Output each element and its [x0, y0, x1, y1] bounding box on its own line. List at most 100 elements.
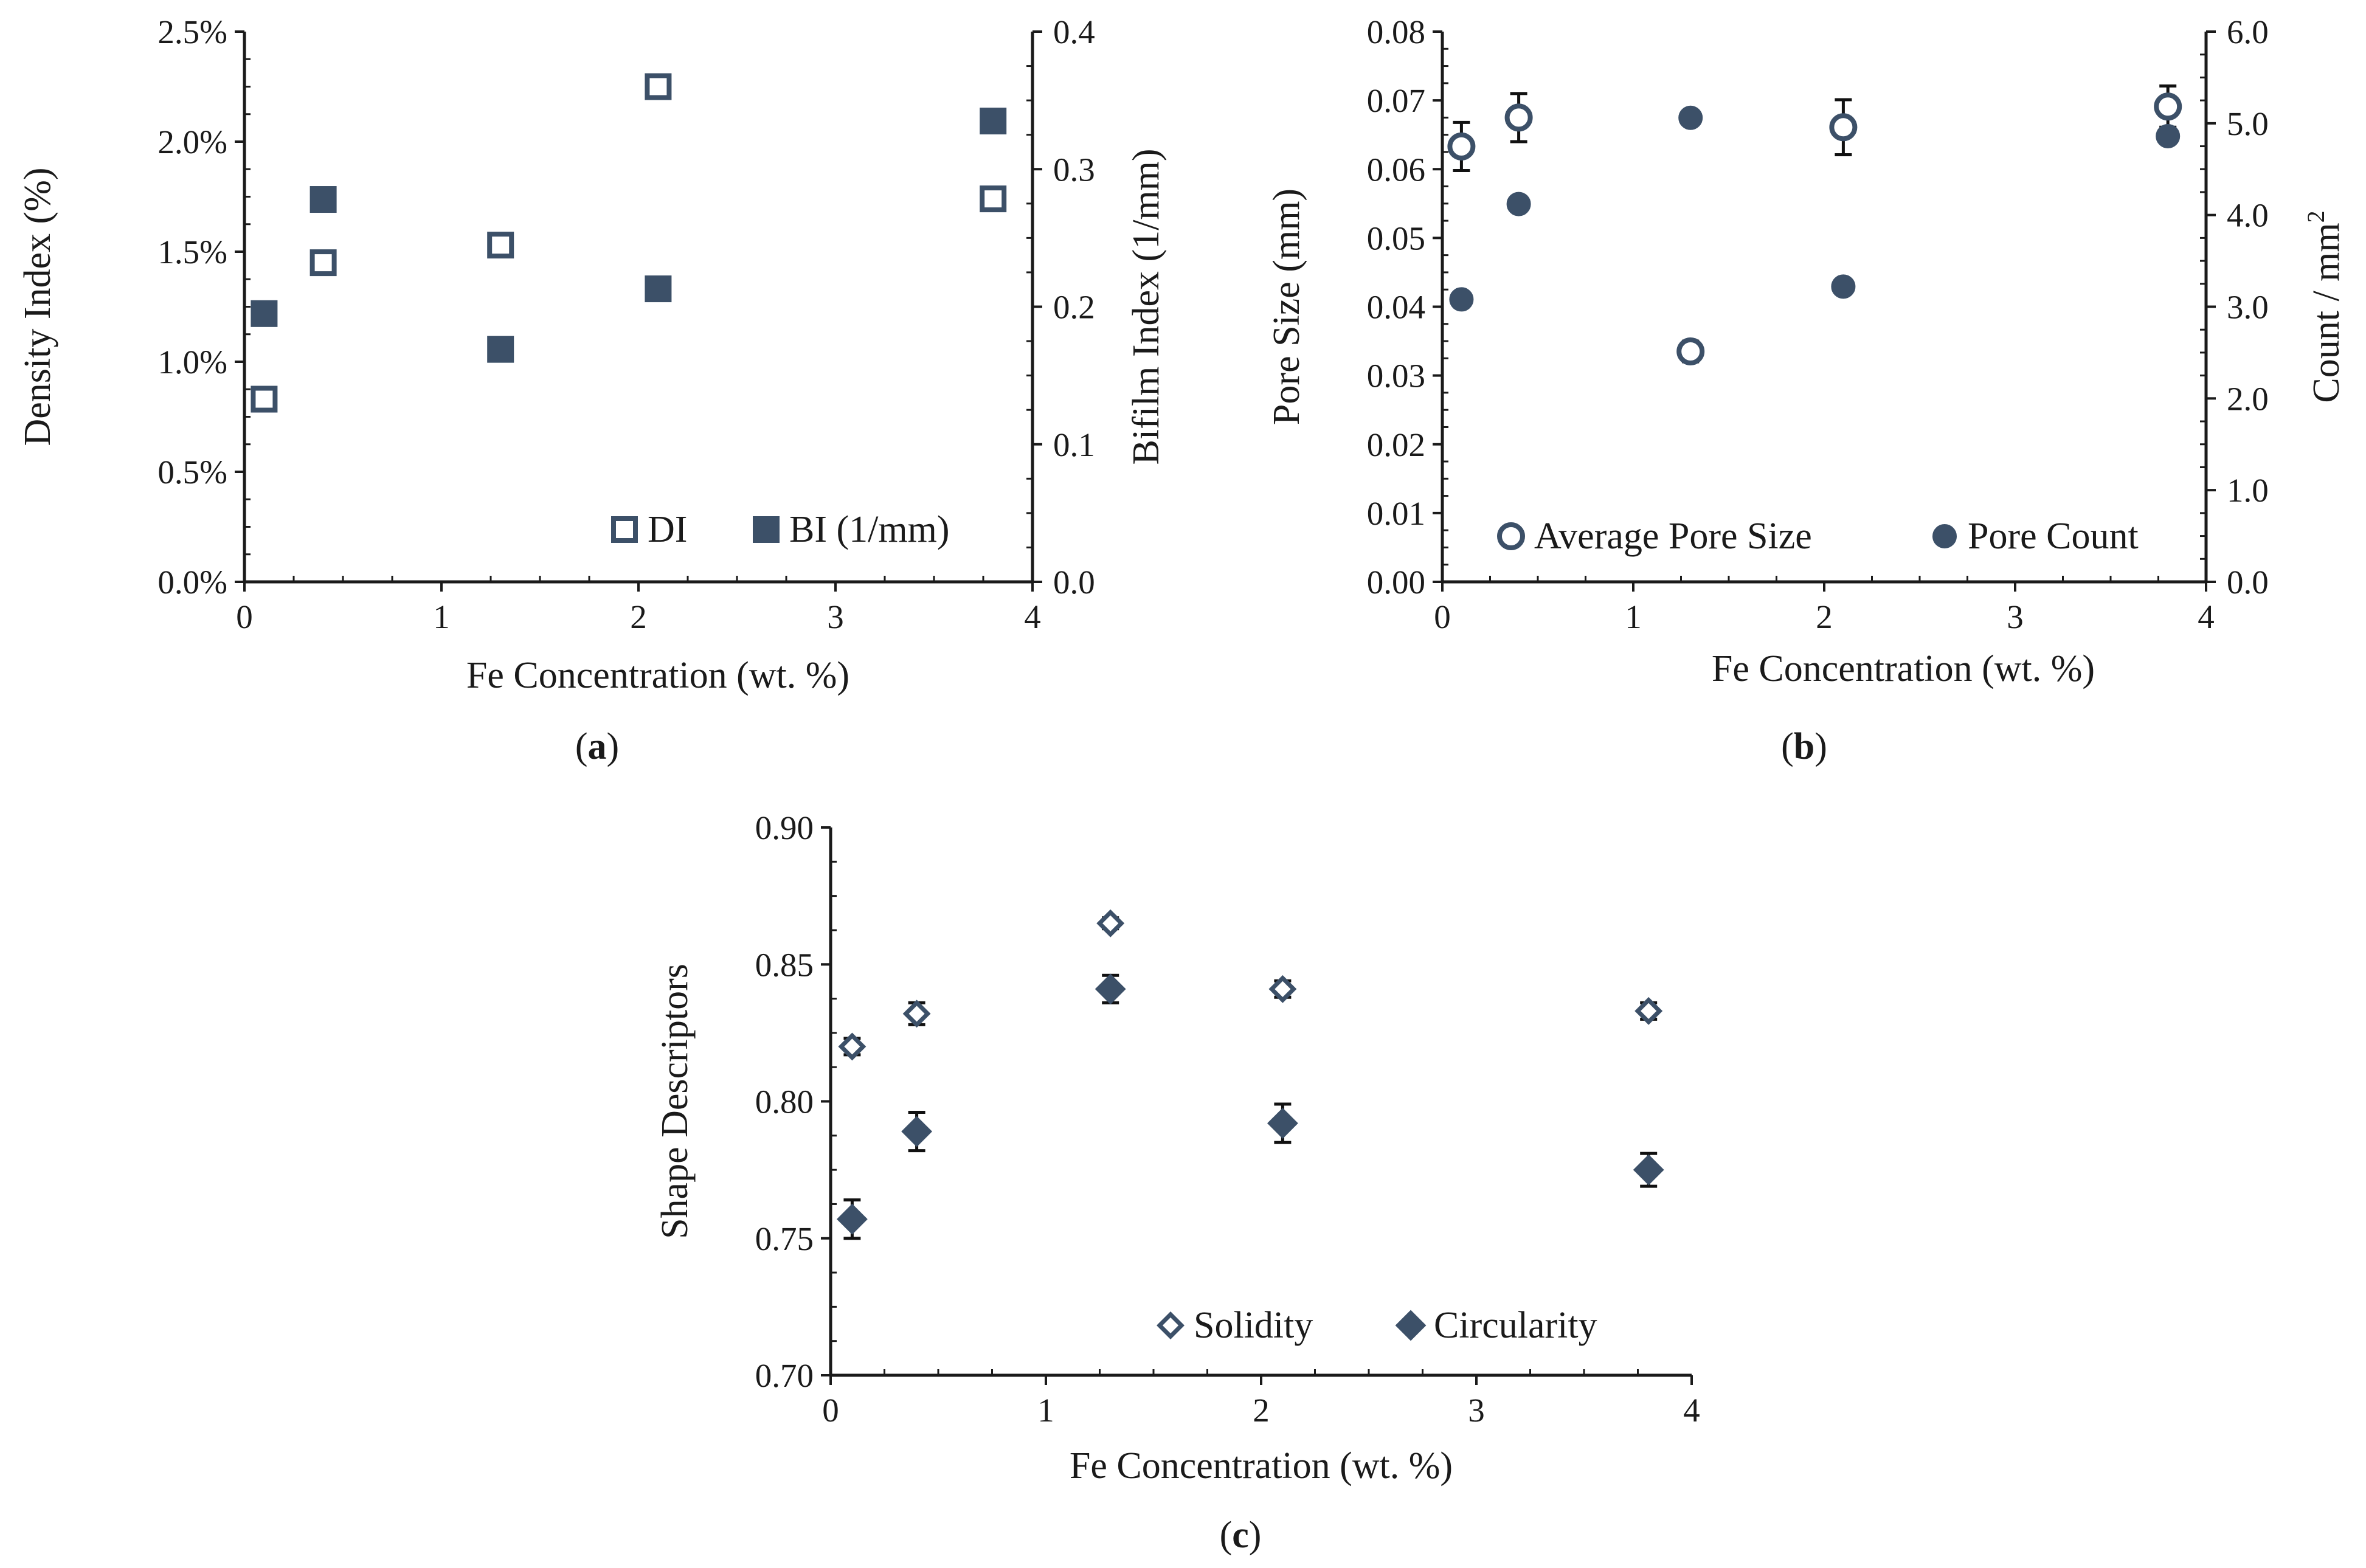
caption-b-letter: b	[1794, 726, 1814, 767]
caption-b: (b)	[1781, 726, 1827, 767]
data-point	[2156, 123, 2181, 148]
data-point	[1634, 996, 1663, 1025]
y-tick-label: 0.06	[1367, 151, 1425, 188]
data-point	[1267, 1108, 1298, 1139]
caption-a: (a)	[575, 726, 619, 767]
series-solidity	[838, 909, 1663, 1061]
series-average-pore-size	[1447, 84, 2182, 366]
x-axis-title: Fe Concentration (wt. %)	[466, 655, 849, 696]
legend-label: DI	[648, 509, 687, 550]
x-tick-label: 2	[1253, 1392, 1270, 1429]
x-tick-label: 3	[2007, 598, 2024, 635]
y2-tick-label: 3.0	[2227, 289, 2269, 326]
x-tick-label: 1	[433, 598, 450, 635]
caption-c-letter: c	[1232, 1514, 1249, 1556]
y-tick-label: 2.5%	[157, 13, 227, 50]
y-tick-label: 0.70	[755, 1357, 814, 1394]
data-point	[1678, 105, 1703, 130]
x-tick-label: 4	[1024, 598, 1041, 635]
series-di	[251, 73, 1007, 413]
legend-label: Pore Count	[1968, 516, 2139, 557]
y2-tick-label: 6.0	[2227, 13, 2269, 50]
y-tick-label: 0.07	[1367, 82, 1425, 119]
series-bi-1-mm	[251, 108, 1007, 363]
legend-label: Circularity	[1434, 1305, 1597, 1346]
y-tick-label: 0.04	[1367, 289, 1425, 326]
data-point	[902, 1000, 931, 1028]
data-point	[310, 249, 337, 277]
series-pore-count	[1449, 105, 2181, 312]
y-tick-label: 0.90	[755, 809, 814, 846]
legend-marker	[1395, 1310, 1427, 1341]
y2-tick-label: 4.0	[2227, 197, 2269, 234]
data-point	[980, 185, 1007, 213]
data-point	[838, 1032, 866, 1061]
legend-label: Average Pore Size	[1534, 516, 1812, 557]
y2-tick-label: 0.4	[1053, 13, 1095, 50]
data-point	[1268, 975, 1297, 1003]
y-tick-label: 0.5%	[157, 454, 227, 491]
data-point	[251, 300, 278, 327]
y2-axis-title: Bifilm Index (1/mm)	[1126, 148, 1167, 465]
y-tick-label: 0.02	[1367, 426, 1425, 463]
x-tick-label: 4	[2198, 598, 2215, 635]
data-point	[645, 73, 672, 100]
chart-c: 0 1 2 3 4 0.70 0.75 0.80 0.85 0.90 Fe Concentratio…	[654, 809, 1700, 1487]
y-tick-label: 1.5%	[157, 233, 227, 271]
data-point	[980, 108, 1007, 135]
data-point	[2154, 92, 2182, 121]
x-tick-label: 0	[236, 598, 253, 635]
data-point	[901, 1116, 933, 1147]
data-point	[487, 232, 514, 259]
x-tick-label: 0	[1434, 598, 1451, 635]
data-point	[1449, 287, 1474, 312]
chart-b: 0 1 2 3 40.000.010.020.030.040.050.060.070.0…	[1266, 13, 2347, 689]
legend-marker	[611, 516, 638, 543]
y-axis-title: Pore Size (mm)	[1266, 188, 1307, 425]
x-tick-label: 3	[1468, 1392, 1485, 1429]
y-tick-label: 2.0%	[157, 123, 227, 161]
y-tick-label: 0.08	[1367, 13, 1425, 50]
x-axis-title: Fe Concentration (wt. %)	[1070, 1445, 1453, 1487]
caption-c: (c)	[1220, 1514, 1262, 1556]
y2-tick-label: 0.2	[1053, 289, 1095, 326]
legend-label: Solidity	[1194, 1305, 1313, 1346]
y-axis-title: Shape Descriptors	[654, 964, 696, 1239]
legend-marker	[1497, 522, 1525, 550]
x-tick-label: 3	[827, 598, 844, 635]
y-tick-label: 0.80	[755, 1083, 814, 1121]
data-point	[1096, 909, 1125, 938]
x-tick-label: 1	[1625, 598, 1642, 635]
data-point	[836, 1203, 868, 1235]
data-point	[1447, 132, 1476, 161]
legend-marker	[753, 516, 780, 543]
y-tick-label: 1.0%	[157, 344, 227, 381]
y2-tick-label: 0.1	[1053, 426, 1095, 463]
y2-tick-label: 0.0	[1053, 564, 1095, 601]
legend-marker	[1157, 1311, 1185, 1339]
y2-tick-label: 5.0	[2227, 105, 2269, 142]
x-tick-label: 2	[630, 598, 647, 635]
x-tick-label: 0	[822, 1392, 839, 1429]
y-tick-label: 0.0%	[157, 564, 227, 601]
y2-axis-title-superscript: 2	[2302, 210, 2330, 223]
x-tick-label: 4	[1683, 1392, 1700, 1429]
y-tick-label: 0.03	[1367, 357, 1425, 395]
data-point	[1831, 274, 1856, 299]
y-tick-label: 0.75	[755, 1220, 814, 1257]
chart-a: 0 1 2 3 4 0.0% 0.5% 1.0% 1.5% 2.0% 2.5% 0.0 0.1 0.2 0.…	[17, 13, 1167, 696]
data-point	[1095, 973, 1126, 1005]
y2-tick-label: 2.0	[2227, 380, 2269, 417]
data-point	[310, 186, 337, 213]
y-tick-label: 0.01	[1367, 495, 1425, 532]
data-point	[1633, 1154, 1664, 1186]
y2-axis-title: Count / mm2	[2302, 210, 2347, 402]
data-point	[251, 385, 278, 413]
data-point	[645, 275, 672, 303]
x-tick-label: 1	[1037, 1392, 1054, 1429]
y2-tick-label: 1.0	[2227, 472, 2269, 509]
y2-axis-title-main: Count / mm	[2306, 223, 2347, 402]
caption-a-letter: a	[588, 726, 607, 767]
y2-tick-label: 0.0	[2227, 564, 2269, 601]
